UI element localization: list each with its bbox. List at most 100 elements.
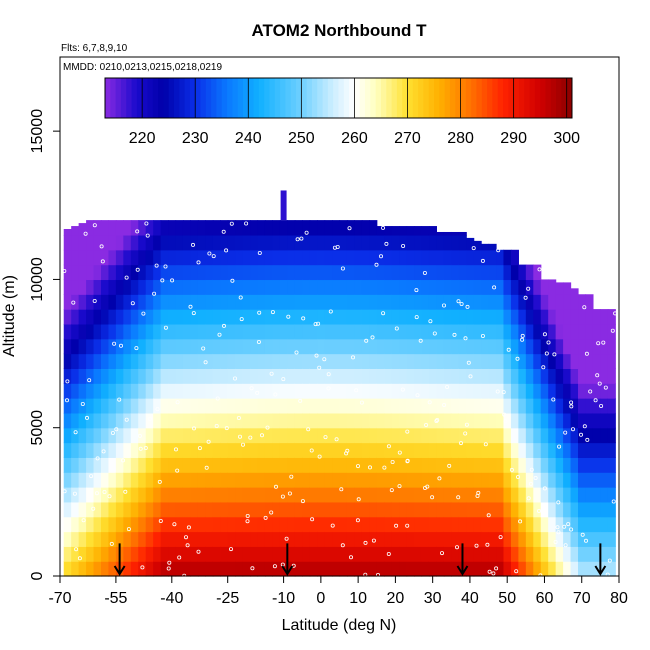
- heatmap-cell: [294, 412, 303, 429]
- colorbar-swatch: [311, 78, 318, 118]
- observation-point: [110, 430, 115, 435]
- heatmap-cell: [414, 487, 423, 503]
- colorbar-swatch: [518, 78, 525, 118]
- heatmap-cell: [436, 353, 445, 369]
- heatmap-cell: [376, 412, 385, 429]
- heatmap-cell: [160, 323, 169, 340]
- heatmap-cell: [421, 398, 430, 414]
- heatmap-cell: [540, 442, 549, 458]
- heatmap-cell: [473, 279, 482, 295]
- heatmap-cell: [436, 279, 445, 295]
- colorbar-swatch: [354, 78, 361, 118]
- heatmap-cell: [339, 516, 348, 533]
- heatmap-cell: [339, 487, 348, 503]
- heatmap-cell: [399, 338, 408, 355]
- heatmap-cell: [563, 398, 572, 414]
- heatmap-cell: [100, 457, 110, 473]
- heatmap-cell: [585, 516, 594, 533]
- heatmap-cell: [302, 412, 311, 429]
- heatmap-cell: [317, 412, 326, 429]
- heatmap-cell: [346, 457, 355, 473]
- heatmap-cell: [391, 338, 400, 355]
- heatmap-cell: [518, 309, 527, 325]
- heatmap-cell: [279, 279, 288, 295]
- heatmap-cell: [130, 546, 139, 562]
- observation-point: [335, 244, 340, 249]
- heatmap-cell: [436, 398, 445, 414]
- heatmap-cell: [570, 323, 579, 340]
- heatmap-cell: [175, 472, 184, 488]
- heatmap-cell: [473, 472, 482, 488]
- heatmap-cell: [570, 516, 579, 533]
- observation-point: [102, 489, 107, 494]
- observation-point: [582, 424, 587, 429]
- heatmap-cell: [227, 279, 236, 295]
- heatmap-cell: [361, 457, 370, 473]
- observation-point: [316, 321, 321, 326]
- heatmap-cell: [309, 546, 318, 562]
- observation-point: [601, 340, 606, 345]
- heatmap-cell: [391, 398, 400, 414]
- observation-point: [314, 353, 319, 358]
- heatmap-cell: [220, 279, 229, 295]
- observation-point: [464, 422, 469, 427]
- heatmap-cell: [242, 309, 251, 325]
- heatmap-cell: [406, 323, 415, 340]
- heatmap-cell: [555, 501, 564, 518]
- heatmap-cell: [339, 234, 348, 251]
- heatmap-cell: [473, 294, 482, 310]
- observation-point: [236, 415, 241, 420]
- colorbar-swatch: [168, 78, 175, 118]
- heatmap-cell: [108, 294, 117, 310]
- heatmap-cell: [302, 294, 311, 310]
- heatmap-cell: [555, 412, 564, 429]
- heatmap-cell: [227, 442, 236, 458]
- heatmap-cell: [115, 398, 124, 414]
- heatmap-cell: [279, 353, 288, 369]
- heatmap-cell: [391, 383, 400, 399]
- heatmap-cell: [324, 383, 333, 399]
- heatmap-cell: [197, 368, 206, 384]
- heatmap-cell: [257, 264, 266, 281]
- observation-point: [347, 226, 352, 231]
- heatmap-cell: [540, 353, 549, 369]
- heatmap-cell: [160, 264, 169, 281]
- observation-point: [405, 523, 410, 528]
- heatmap-cell: [264, 427, 274, 444]
- heatmap-cell: [555, 487, 564, 503]
- heatmap-cell: [108, 442, 117, 458]
- heatmap-cell: [153, 457, 162, 473]
- heatmap-cell: [406, 353, 415, 369]
- heatmap-cell: [197, 323, 206, 340]
- heatmap-cell: [175, 442, 184, 458]
- heatmap-cell: [138, 487, 147, 503]
- heatmap-cell: [93, 472, 102, 488]
- heatmap-cell: [443, 501, 452, 518]
- heatmap-cell: [369, 457, 378, 473]
- heatmap-cell: [414, 368, 423, 384]
- observation-point: [62, 489, 67, 494]
- observation-point: [520, 333, 525, 338]
- heatmap-cell: [138, 501, 147, 518]
- heatmap-cell: [115, 487, 124, 503]
- observation-point: [190, 242, 195, 247]
- heatmap-cell: [376, 516, 385, 533]
- heatmap-cell: [78, 323, 87, 340]
- heatmap-cell: [242, 234, 251, 251]
- observation-point: [228, 547, 233, 552]
- heatmap-cell: [220, 442, 229, 458]
- heatmap-cell: [451, 234, 460, 251]
- heatmap-cell: [607, 383, 616, 399]
- observation-point: [588, 389, 593, 394]
- heatmap-cell: [100, 487, 110, 503]
- colorbar-swatch: [460, 78, 467, 118]
- heatmap-cell: [548, 383, 557, 399]
- heatmap-cell: [406, 226, 415, 236]
- heatmap-cell: [488, 516, 497, 533]
- observation-point: [441, 303, 446, 308]
- heatmap-cell: [145, 294, 154, 310]
- heatmap-cell: [346, 323, 355, 340]
- heatmap-cell: [317, 338, 326, 355]
- heatmap-cell: [518, 531, 527, 547]
- heatmap-cell: [481, 368, 490, 384]
